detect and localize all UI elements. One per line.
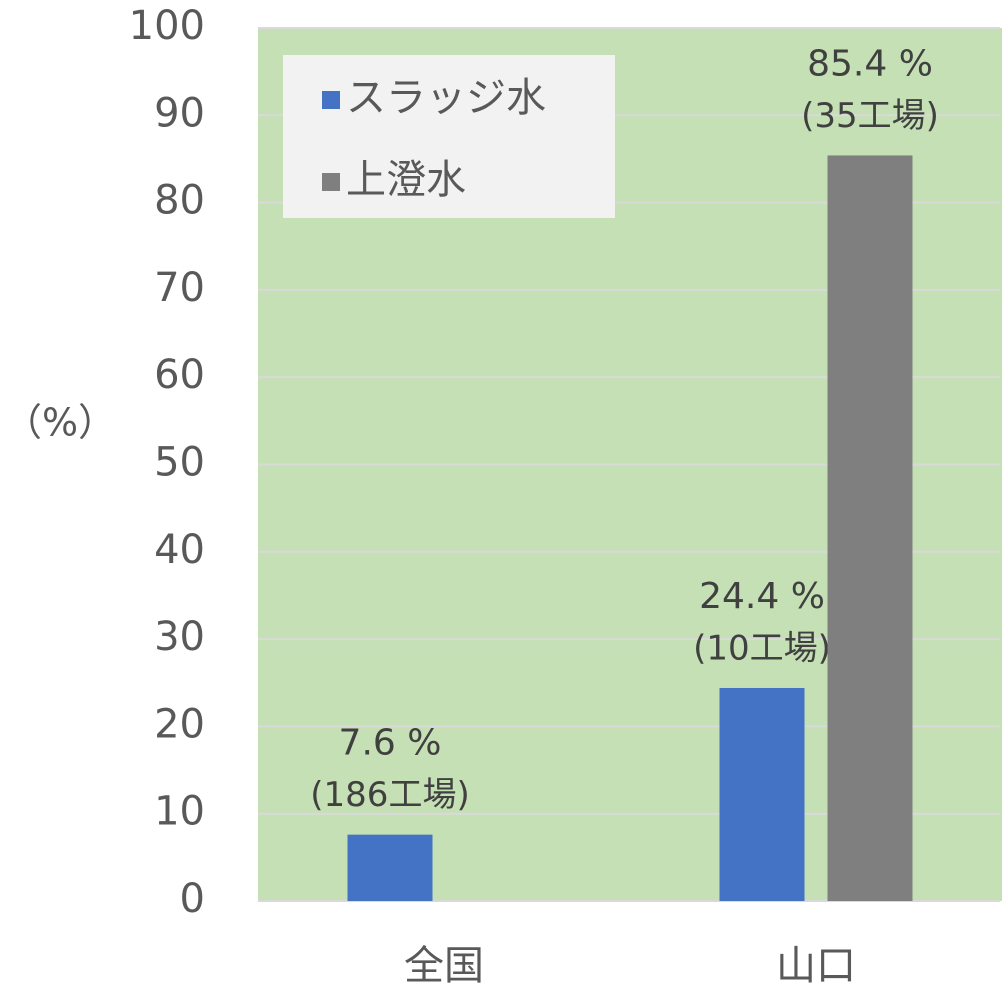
x-tick-label: 山口 [776,943,856,989]
data-label: 85.4 % [807,43,933,84]
y-tick-label: 60 [154,352,205,398]
y-tick-label: 90 [154,90,205,136]
legend-label: 上澄水 [346,157,466,203]
bar [347,834,433,901]
data-sublabel: (35工場) [801,96,939,136]
data-label: 7.6 % [339,723,442,764]
bar [719,687,805,901]
y-tick-label: 10 [154,789,205,835]
x-tick-label: 全国 [404,943,484,989]
legend-label: スラッジ水 [346,75,546,121]
y-tick-label: 0 [180,876,205,922]
y-tick-label: 70 [154,265,205,311]
legend-swatch [322,91,340,109]
y-tick-label: 100 [129,3,205,49]
data-sublabel: (10工場) [693,628,831,668]
data-sublabel: (186工場) [310,775,469,815]
legend-swatch [322,173,340,191]
y-tick-label: 20 [154,701,205,747]
y-tick-label: 30 [154,614,205,660]
y-tick-label: 40 [154,527,205,573]
bar [827,155,913,901]
y-tick-label: 50 [154,440,205,486]
y-axis-label: （%） [4,401,116,445]
data-label: 24.4 % [699,576,825,617]
y-tick-label: 80 [154,178,205,224]
